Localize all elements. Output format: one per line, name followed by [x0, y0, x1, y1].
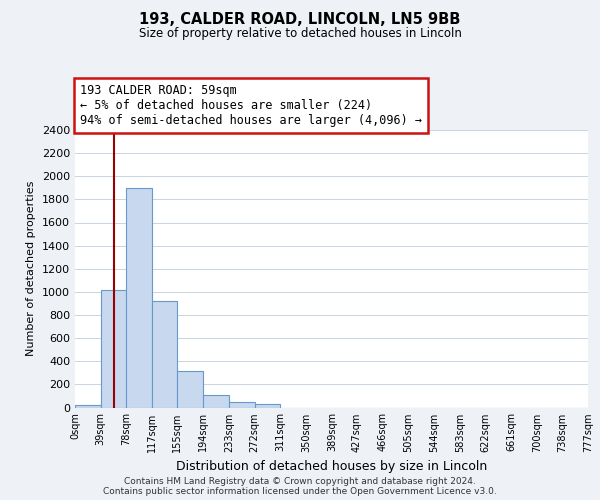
- Bar: [127, 188, 152, 408]
- X-axis label: Distribution of detached houses by size in Lincoln: Distribution of detached houses by size …: [176, 460, 487, 473]
- Bar: [152, 301, 178, 408]
- Bar: [229, 402, 254, 407]
- Bar: [178, 370, 203, 408]
- Y-axis label: Number of detached properties: Number of detached properties: [26, 181, 37, 356]
- Bar: [101, 290, 127, 408]
- Text: Contains public sector information licensed under the Open Government Licence v3: Contains public sector information licen…: [103, 487, 497, 496]
- Bar: [203, 396, 229, 407]
- Text: 193 CALDER ROAD: 59sqm
← 5% of detached houses are smaller (224)
94% of semi-det: 193 CALDER ROAD: 59sqm ← 5% of detached …: [80, 84, 422, 127]
- Bar: [254, 404, 280, 407]
- Text: Contains HM Land Registry data © Crown copyright and database right 2024.: Contains HM Land Registry data © Crown c…: [124, 477, 476, 486]
- Text: Size of property relative to detached houses in Lincoln: Size of property relative to detached ho…: [139, 28, 461, 40]
- Text: 193, CALDER ROAD, LINCOLN, LN5 9BB: 193, CALDER ROAD, LINCOLN, LN5 9BB: [139, 12, 461, 28]
- Bar: [75, 405, 101, 407]
